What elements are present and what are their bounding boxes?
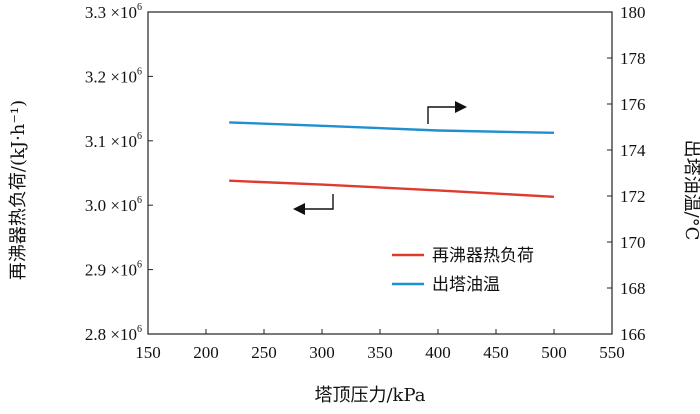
ticks: 150 200 250 300 350 400 450 500 550 2.8 ×106 2.9 ×… [85,2,646,362]
axes [147,11,613,335]
arrow-left-head [293,203,305,215]
arrow-right-path [427,106,456,124]
x-axis-label: 塔顶压力/kPa [314,385,425,406]
x-tick-label: 150 [135,343,161,362]
y-right-tick-label: 180 [620,3,646,22]
y-right-tick-label: 166 [620,325,646,344]
y-right-tick-label: 176 [620,95,646,114]
y-left-tick-label: 3.1 ×106 [85,131,142,151]
x-tick-label: 450 [483,343,509,362]
x-tick-label: 550 [599,343,625,362]
x-tick-label: 400 [425,343,451,362]
x-tick-label: 350 [367,343,393,362]
x-tick-label: 200 [193,343,219,362]
arrow-left-path [304,194,334,210]
series-line-reboiler-duty [229,179,555,198]
y-axis-left-label: 再沸器热负荷/(kJ·h⁻¹) [8,100,29,280]
y-right-tick-label: 174 [620,141,646,160]
y-axis-right-label: 出塔油温/°C [681,140,700,241]
annotations [293,101,467,215]
series-lines [229,121,555,198]
x-tick-label: 250 [251,343,277,362]
x-tick-label: 300 [309,343,335,362]
y-left-tick-label: 2.9 ×106 [85,260,142,280]
y-left-tick-label: 3.3 ×106 [85,2,142,22]
legend-label: 出塔油温 [432,275,500,295]
y-right-tick-label: 178 [620,49,646,68]
y-right-tick-label: 170 [620,233,646,252]
arrow-right-head [455,101,467,113]
y-right-tick-label: 172 [620,187,646,206]
y-left-tick-label: 3.2 ×106 [85,66,142,86]
series-line-outlet-oil-temp [229,121,555,134]
y-right-tick-label: 168 [620,279,646,298]
x-tick-label: 500 [541,343,567,362]
y-left-tick-label: 2.8 ×106 [85,324,142,344]
plot-frame [147,11,613,335]
legend-label: 再沸器热负荷 [432,246,534,266]
y-left-tick-label: 3.0 ×106 [85,195,142,215]
